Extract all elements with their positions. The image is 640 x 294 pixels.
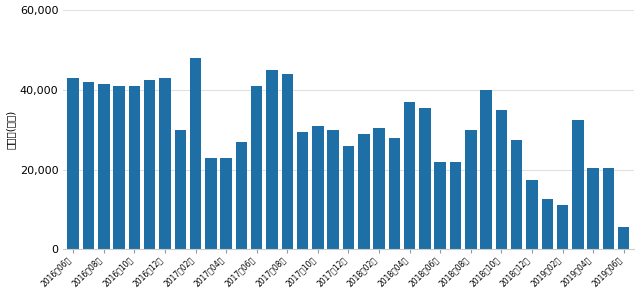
Bar — [159, 78, 171, 250]
Bar — [98, 83, 109, 250]
Bar — [495, 110, 507, 250]
Bar — [251, 86, 262, 250]
Y-axis label: 거래량(건수): 거래량(건수) — [6, 110, 15, 149]
Bar — [297, 131, 308, 250]
Bar — [190, 58, 202, 250]
Bar — [465, 130, 477, 250]
Bar — [282, 74, 293, 250]
Bar — [618, 228, 630, 250]
Bar — [113, 86, 125, 250]
Bar — [557, 206, 568, 250]
Bar — [588, 168, 599, 250]
Bar — [144, 80, 156, 250]
Bar — [266, 70, 278, 250]
Bar — [358, 133, 369, 250]
Bar — [343, 146, 354, 250]
Bar — [526, 180, 538, 250]
Bar — [175, 130, 186, 250]
Bar — [312, 126, 324, 250]
Bar — [572, 120, 584, 250]
Bar — [328, 130, 339, 250]
Bar — [481, 90, 492, 250]
Bar — [220, 158, 232, 250]
Bar — [83, 81, 94, 250]
Bar — [603, 168, 614, 250]
Bar — [67, 78, 79, 250]
Bar — [419, 108, 431, 250]
Bar — [388, 138, 400, 250]
Bar — [129, 86, 140, 250]
Bar — [205, 158, 216, 250]
Bar — [435, 161, 446, 250]
Bar — [541, 200, 553, 250]
Bar — [373, 128, 385, 250]
Bar — [404, 101, 415, 250]
Bar — [511, 140, 522, 250]
Bar — [236, 141, 247, 250]
Bar — [450, 161, 461, 250]
